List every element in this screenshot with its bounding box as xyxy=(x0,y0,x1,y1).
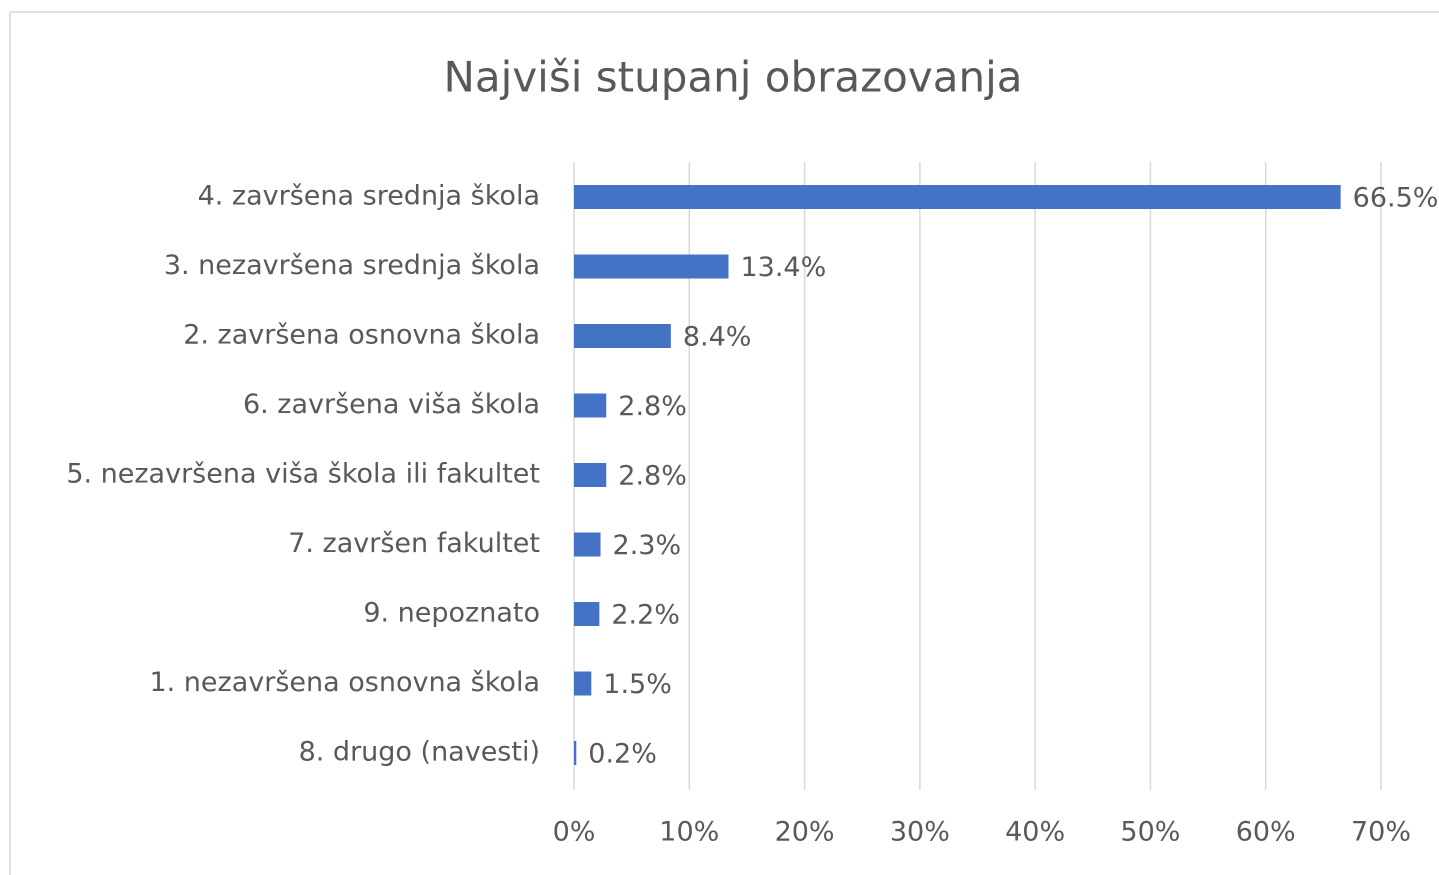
x-tick-label: 10% xyxy=(659,817,719,848)
chart-frame xyxy=(9,11,1439,875)
x-tick-label: 20% xyxy=(775,817,835,848)
bar xyxy=(574,463,607,487)
value-label: 2.8% xyxy=(618,391,687,422)
y-tick-label: 2. završena osnovna škola xyxy=(183,320,540,351)
value-label: 2.2% xyxy=(611,600,680,631)
y-tick-label: 8. drugo (navesti) xyxy=(299,737,540,768)
y-tick-label: 7. završen fakultet xyxy=(288,528,540,559)
y-tick-label: 6. završena viša škola xyxy=(243,389,540,420)
bar xyxy=(574,671,592,696)
x-tick-label: 50% xyxy=(1120,817,1180,848)
bar xyxy=(574,185,1341,209)
x-tick-label: 70% xyxy=(1351,817,1411,848)
bar xyxy=(574,741,577,765)
bar xyxy=(574,532,601,557)
x-tick-label: 40% xyxy=(1005,817,1065,848)
value-label: 8.4% xyxy=(683,322,752,353)
bar xyxy=(574,254,729,279)
y-tick-label: 4. završena srednja škola xyxy=(198,181,540,212)
value-label: 66.5% xyxy=(1353,183,1439,214)
bar xyxy=(574,602,600,626)
value-label: 2.8% xyxy=(618,461,687,492)
value-label: 0.2% xyxy=(588,739,657,770)
y-tick-label: 1. nezavršena osnovna škola xyxy=(149,667,540,698)
x-tick-label: 0% xyxy=(553,817,596,848)
value-label: 13.4% xyxy=(740,252,826,283)
x-tick-label: 30% xyxy=(890,817,950,848)
y-tick-label: 3. nezavršena srednja škola xyxy=(164,250,540,281)
y-tick-label: 5. nezavršena viša škola ili fakultet xyxy=(66,459,540,490)
x-tick-label: 60% xyxy=(1236,817,1296,848)
bar xyxy=(574,393,607,418)
value-label: 2.3% xyxy=(613,530,682,561)
chart-title: Najviši stupanj obrazovanja xyxy=(444,53,1023,102)
y-tick-label: 9. nepoznato xyxy=(363,598,540,629)
value-label: 1.5% xyxy=(603,669,672,700)
bar xyxy=(574,324,671,348)
